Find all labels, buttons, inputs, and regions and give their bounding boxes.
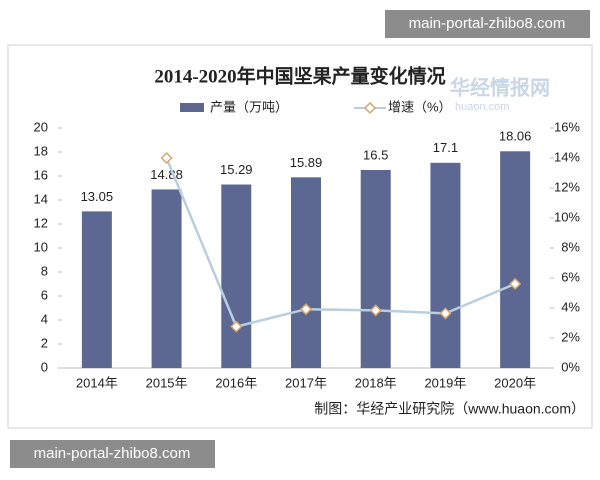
y2-tick-label: 8% bbox=[561, 239, 580, 254]
watermark: main-portal-zhibo8.com bbox=[34, 445, 191, 462]
y2-tick-label: 16% bbox=[554, 119, 580, 134]
y2-tick-label: 0% bbox=[561, 359, 580, 374]
marker bbox=[439, 307, 452, 320]
bar bbox=[500, 151, 531, 368]
source: 制图：华经产业研究院（www.huaon.com） bbox=[314, 401, 585, 417]
watermark: main-portal-zhibo8.com bbox=[409, 15, 566, 32]
legend-label: 增速（%） bbox=[388, 99, 452, 114]
x-tick-label: 2016年 bbox=[215, 375, 257, 390]
y-tick-label: 8 bbox=[41, 263, 48, 278]
y-tick-label: 10 bbox=[34, 239, 48, 254]
x-tick-label: 2019年 bbox=[424, 375, 466, 390]
data-label: 15.89 bbox=[290, 155, 323, 170]
x-tick-label: 2020年 bbox=[494, 375, 536, 390]
legend-label: 产量（万吨） bbox=[210, 99, 288, 114]
data-label: 16.5 bbox=[363, 147, 388, 162]
data-label: 14.88 bbox=[150, 167, 183, 182]
legend-marker bbox=[363, 101, 377, 115]
data-label: 13.05 bbox=[81, 189, 114, 204]
y2-tick-label: 12% bbox=[554, 179, 580, 194]
logo-name: 华经情报网 bbox=[450, 75, 550, 99]
y-tick-label: 2 bbox=[41, 335, 48, 350]
bar bbox=[81, 211, 112, 368]
x-tick-label: 2017年 bbox=[285, 375, 327, 390]
y-tick-label: 18 bbox=[34, 143, 48, 158]
y-tick-label: 12 bbox=[34, 215, 48, 230]
x-tick-label: 2018年 bbox=[355, 375, 397, 390]
x-tick-label: 2015年 bbox=[146, 375, 188, 390]
bar bbox=[151, 189, 182, 368]
marker bbox=[230, 320, 243, 333]
chart-title: 2014-2020年中国坚果产量变化情况 bbox=[154, 64, 445, 87]
y-tick-label: 16 bbox=[34, 167, 48, 182]
logo-url: huaon.com bbox=[455, 101, 509, 113]
watermark-box bbox=[10, 440, 215, 468]
data-label: 18.06 bbox=[499, 129, 532, 144]
y-tick-label: 6 bbox=[41, 287, 48, 302]
y2-tick-label: 2% bbox=[561, 329, 580, 344]
marker bbox=[299, 303, 313, 316]
legend-swatch bbox=[180, 103, 204, 112]
watermark-box bbox=[385, 10, 590, 38]
bar bbox=[430, 162, 461, 368]
data-label: 15.29 bbox=[220, 162, 253, 177]
marker bbox=[160, 151, 173, 165]
x-tick-label: 2014年 bbox=[76, 375, 118, 390]
y-tick-label: 0 bbox=[41, 359, 48, 374]
line bbox=[165, 157, 516, 329]
y-tick-label: 14 bbox=[34, 191, 48, 206]
bar bbox=[221, 184, 252, 368]
y2-tick-label: 4% bbox=[561, 299, 580, 314]
y-tick-label: 4 bbox=[41, 311, 48, 326]
y2-tick-label: 10% bbox=[554, 209, 580, 224]
y2-tick-label: 14% bbox=[554, 149, 580, 164]
marker bbox=[369, 304, 382, 317]
data-label: 17.1 bbox=[433, 140, 458, 155]
bar bbox=[360, 170, 391, 368]
bar bbox=[291, 177, 321, 368]
y-tick-label: 20 bbox=[34, 119, 48, 134]
y2-tick-label: 6% bbox=[561, 269, 580, 284]
marker bbox=[509, 277, 522, 290]
